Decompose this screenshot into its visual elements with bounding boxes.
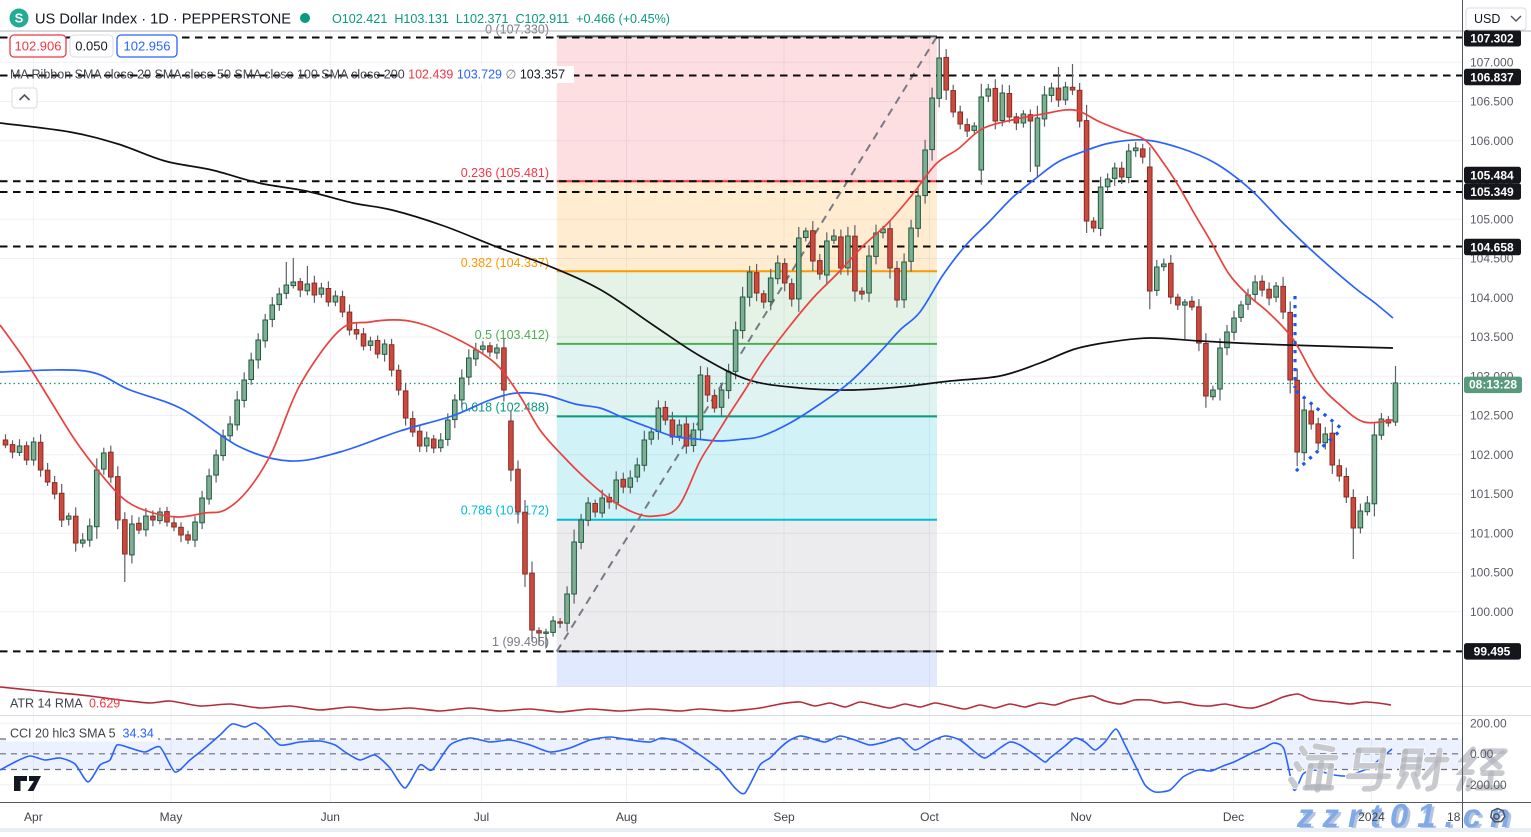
svg-text:Oct: Oct [920,810,939,824]
svg-text:105.349: 105.349 [1470,185,1514,199]
svg-text:105.484: 105.484 [1470,168,1514,182]
svg-text:102.500: 102.500 [1470,409,1514,423]
svg-text:Aug: Aug [616,810,637,824]
svg-text:104.000: 104.000 [1470,291,1514,305]
svg-text:May: May [160,810,183,824]
svg-text:102.906: 102.906 [15,39,62,54]
svg-text:101.000: 101.000 [1470,527,1514,541]
svg-text:99.495: 99.495 [1474,645,1511,659]
svg-text:0.5 (103.412): 0.5 (103.412) [475,328,549,342]
svg-text:USD: USD [1474,12,1500,26]
svg-text:106.000: 106.000 [1470,134,1514,148]
svg-text:08:13:28: 08:13:28 [1469,377,1517,391]
svg-text:106.837: 106.837 [1470,70,1514,84]
svg-text:Jul: Jul [474,810,489,824]
svg-text:2024: 2024 [1358,810,1385,824]
svg-text:S: S [15,11,24,26]
svg-text:0 (107.330): 0 (107.330) [485,23,549,37]
svg-text:100.500: 100.500 [1470,566,1514,580]
svg-text:Nov: Nov [1070,810,1091,824]
svg-text:Jun: Jun [321,810,340,824]
svg-text:0.382 (104.337): 0.382 (104.337) [461,256,549,270]
svg-text:104.658: 104.658 [1470,240,1514,254]
svg-text:MA Ribbon SMA close 20 SMA clo: MA Ribbon SMA close 20 SMA close 50 SMA … [10,68,565,82]
svg-text:CCI 20 hlc3 SMA 5 34.34: CCI 20 hlc3 SMA 5 34.34 [10,727,154,741]
svg-text:Apr: Apr [24,810,43,824]
svg-text:0.050: 0.050 [75,39,108,54]
svg-text:106.500: 106.500 [1470,95,1514,109]
svg-text:107.000: 107.000 [1470,56,1514,70]
svg-text:107.302: 107.302 [1470,32,1514,46]
svg-text:0.786 (101.172): 0.786 (101.172) [461,504,549,518]
svg-text:105.000: 105.000 [1470,213,1514,227]
svg-text:0.236 (105.481): 0.236 (105.481) [461,166,549,180]
svg-text:1 (99.495): 1 (99.495) [492,635,549,649]
svg-text:Dec: Dec [1223,810,1244,824]
svg-text:zzrt01.cn: zzrt01.cn [1296,797,1519,832]
svg-text:Sep: Sep [773,810,795,824]
svg-text:ATR 14 RMA 0.629: ATR 14 RMA 0.629 [10,697,120,711]
svg-text:O102.421 H103.131 L102.371: O102.421 H103.131 L102.371 C102.911 +0.4… [332,12,670,26]
svg-text:US Dollar Index · 1D · PEPPERS: US Dollar Index · 1D · PEPPERSTONE [35,12,291,28]
svg-text:102.956: 102.956 [124,39,171,54]
svg-text:0.00: 0.00 [1470,747,1494,761]
svg-text:-200.00: -200.00 [1466,778,1507,792]
svg-text:0.618 (102.488): 0.618 (102.488) [461,401,549,415]
svg-text:200.00: 200.00 [1470,717,1507,731]
svg-text:100.000: 100.000 [1470,605,1514,619]
svg-text:103.500: 103.500 [1470,330,1514,344]
svg-text:101.500: 101.500 [1470,487,1514,501]
svg-text:102.000: 102.000 [1470,448,1514,462]
svg-text:18: 18 [1447,810,1461,824]
